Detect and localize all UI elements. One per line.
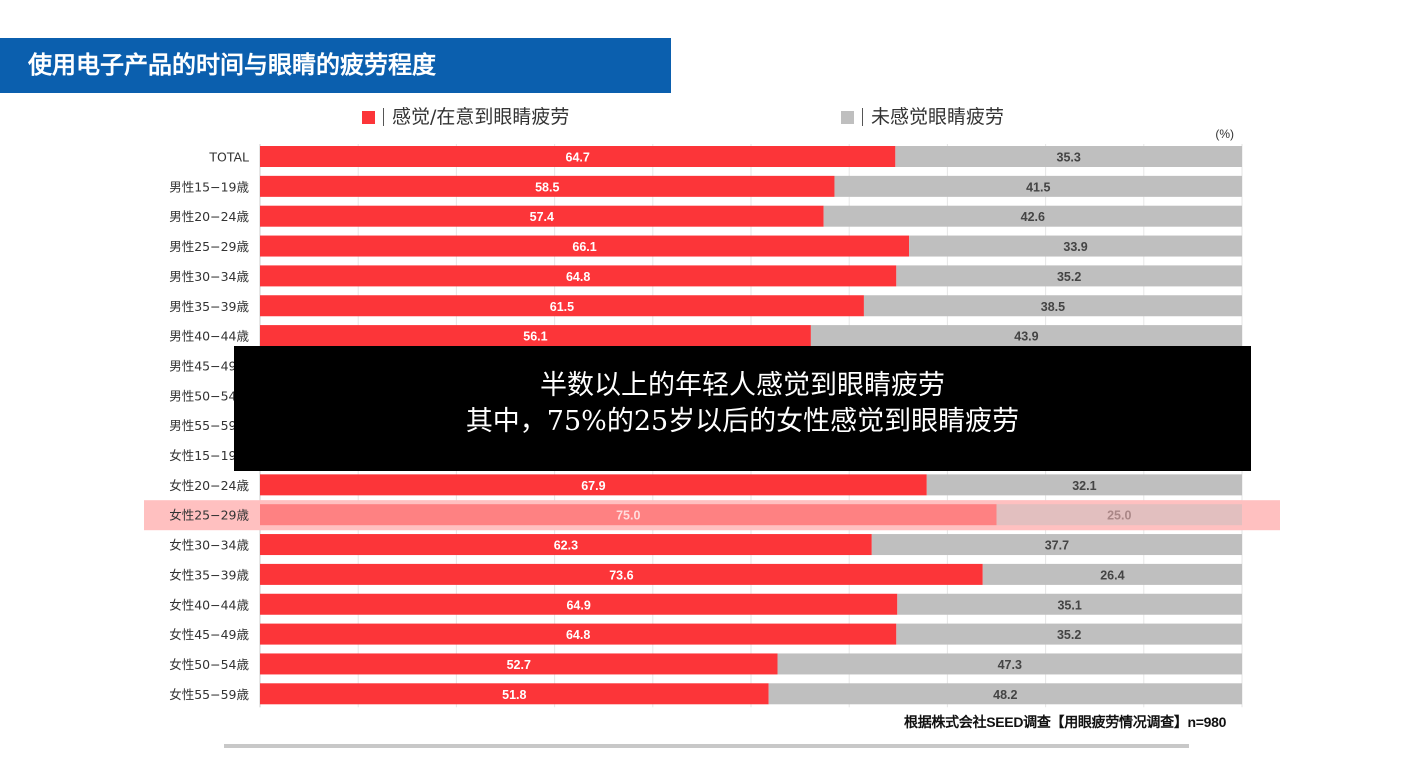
data-label-no-fatigue: 35.1 bbox=[1057, 598, 1081, 612]
legend-label-fatigue: 感觉/在意到眼睛疲劳 bbox=[392, 106, 570, 128]
data-label-no-fatigue: 42.6 bbox=[1021, 210, 1045, 224]
category-label: 女性30−34歳 bbox=[169, 538, 249, 553]
source-note: 根据株式会社SEED调查【用眼疲劳情况调查】n=980 bbox=[904, 714, 1227, 730]
callout-line-2: 其中，75%的25岁以后的女性感觉到眼睛疲劳 bbox=[465, 406, 1020, 437]
category-label: 女性50−54歳 bbox=[169, 657, 249, 672]
data-label-fatigue: 64.8 bbox=[566, 270, 590, 284]
category-label: TOTAL bbox=[208, 150, 249, 165]
bar-fatigue bbox=[260, 295, 864, 317]
category-label: 女性40−44歳 bbox=[169, 597, 249, 612]
bar-fatigue bbox=[260, 146, 896, 167]
data-label-fatigue: 64.7 bbox=[566, 151, 590, 165]
data-label-fatigue: 73.6 bbox=[609, 568, 633, 582]
category-label: 男性20−24歳 bbox=[169, 209, 249, 224]
legend-item-fatigue: 感觉/在意到眼睛疲劳 bbox=[362, 104, 569, 130]
legend-separator bbox=[383, 108, 384, 126]
data-label-no-fatigue: 37.7 bbox=[1045, 539, 1069, 553]
bar-no-fatigue bbox=[897, 593, 1242, 615]
bar-no-fatigue bbox=[895, 146, 1242, 167]
bar-fatigue bbox=[260, 265, 897, 287]
data-label-fatigue: 58.5 bbox=[535, 180, 559, 194]
data-label-no-fatigue: 47.3 bbox=[998, 658, 1022, 672]
bar-fatigue bbox=[260, 474, 927, 496]
bar-no-fatigue bbox=[768, 683, 1242, 705]
data-label-fatigue: 57.4 bbox=[530, 210, 554, 224]
highlight-tint bbox=[260, 500, 1242, 531]
category-label: 男性50−54歳 bbox=[169, 388, 249, 403]
page-title: 使用电子产品的时间与眼睛的疲劳程度 bbox=[0, 38, 671, 93]
category-label: 男性25−29歳 bbox=[169, 239, 249, 254]
data-label-fatigue: 56.1 bbox=[523, 330, 547, 344]
bar-fatigue bbox=[260, 325, 811, 347]
category-label: 女性45−49歳 bbox=[169, 627, 249, 642]
bar-fatigue bbox=[260, 653, 778, 675]
category-label: 男性35−39歳 bbox=[169, 299, 249, 314]
data-label-no-fatigue: 33.9 bbox=[1063, 240, 1087, 254]
callout-overlay: 半数以上的年轻人感觉到眼睛疲劳 其中，75%的25岁以后的女性感觉到眼睛疲劳 bbox=[234, 346, 1251, 471]
bar-fatigue bbox=[260, 235, 910, 257]
data-label-fatigue: 64.8 bbox=[566, 628, 590, 642]
data-label-no-fatigue: 35.3 bbox=[1057, 151, 1081, 165]
bar-no-fatigue bbox=[823, 205, 1242, 227]
data-label-fatigue: 66.1 bbox=[572, 240, 596, 254]
category-label: 男性30−34歳 bbox=[169, 269, 249, 284]
data-label-no-fatigue: 35.2 bbox=[1057, 270, 1081, 284]
bar-fatigue bbox=[260, 683, 769, 705]
bar-no-fatigue bbox=[982, 563, 1242, 585]
data-label-no-fatigue: 41.5 bbox=[1026, 180, 1050, 194]
data-label-no-fatigue: 38.5 bbox=[1041, 300, 1065, 314]
data-label-no-fatigue: 35.2 bbox=[1057, 628, 1081, 642]
data-label-fatigue: 61.5 bbox=[550, 300, 574, 314]
bar-fatigue bbox=[260, 205, 824, 227]
bar-no-fatigue bbox=[834, 175, 1242, 197]
category-label: 女性25−29歳 bbox=[169, 508, 249, 523]
unit-label: (%) bbox=[1215, 127, 1234, 141]
legend-separator bbox=[862, 108, 863, 126]
category-label: 男性40−44歳 bbox=[169, 329, 249, 344]
category-label: 女性35−39歳 bbox=[169, 567, 249, 582]
bar-fatigue bbox=[260, 593, 898, 615]
bar-no-fatigue bbox=[871, 534, 1242, 556]
bar-fatigue bbox=[260, 175, 835, 197]
legend-label-no-fatigue: 未感觉眼睛疲劳 bbox=[871, 106, 1005, 128]
bar-fatigue bbox=[260, 623, 897, 645]
data-label-fatigue: 51.8 bbox=[502, 688, 526, 702]
data-label-no-fatigue: 43.9 bbox=[1014, 330, 1038, 344]
bar-no-fatigue bbox=[909, 235, 1242, 257]
bar-no-fatigue bbox=[896, 265, 1242, 287]
category-label: 女性20−24歳 bbox=[169, 478, 249, 493]
data-label-fatigue: 67.9 bbox=[581, 479, 605, 493]
bar-no-fatigue bbox=[926, 474, 1242, 496]
bar-no-fatigue bbox=[777, 653, 1242, 675]
category-label: 男性55−59歳 bbox=[169, 418, 249, 433]
category-label: 男性15−19歳 bbox=[169, 179, 249, 194]
callout-line-1: 半数以上的年轻人感觉到眼睛疲劳 bbox=[540, 370, 945, 401]
legend-swatch-no-fatigue bbox=[841, 110, 854, 124]
category-label: 男性45−49歳 bbox=[169, 358, 249, 373]
bar-fatigue bbox=[260, 534, 872, 556]
bar-no-fatigue bbox=[863, 295, 1242, 317]
bottom-divider bbox=[224, 744, 1189, 748]
bar-no-fatigue bbox=[896, 623, 1242, 645]
legend-item-no-fatigue: 未感觉眼睛疲劳 bbox=[841, 104, 1004, 130]
data-label-no-fatigue: 32.1 bbox=[1072, 479, 1096, 493]
bar-no-fatigue bbox=[810, 325, 1242, 347]
data-label-fatigue: 64.9 bbox=[566, 598, 590, 612]
data-label-no-fatigue: 48.2 bbox=[993, 688, 1017, 702]
bar-fatigue bbox=[260, 563, 983, 585]
data-label-fatigue: 52.7 bbox=[507, 658, 531, 672]
legend-swatch-fatigue bbox=[362, 110, 375, 124]
category-label: 女性15−19歳 bbox=[169, 448, 249, 463]
data-label-no-fatigue: 26.4 bbox=[1100, 568, 1124, 582]
data-label-fatigue: 62.3 bbox=[554, 539, 578, 553]
category-label: 女性55−59歳 bbox=[169, 687, 249, 702]
